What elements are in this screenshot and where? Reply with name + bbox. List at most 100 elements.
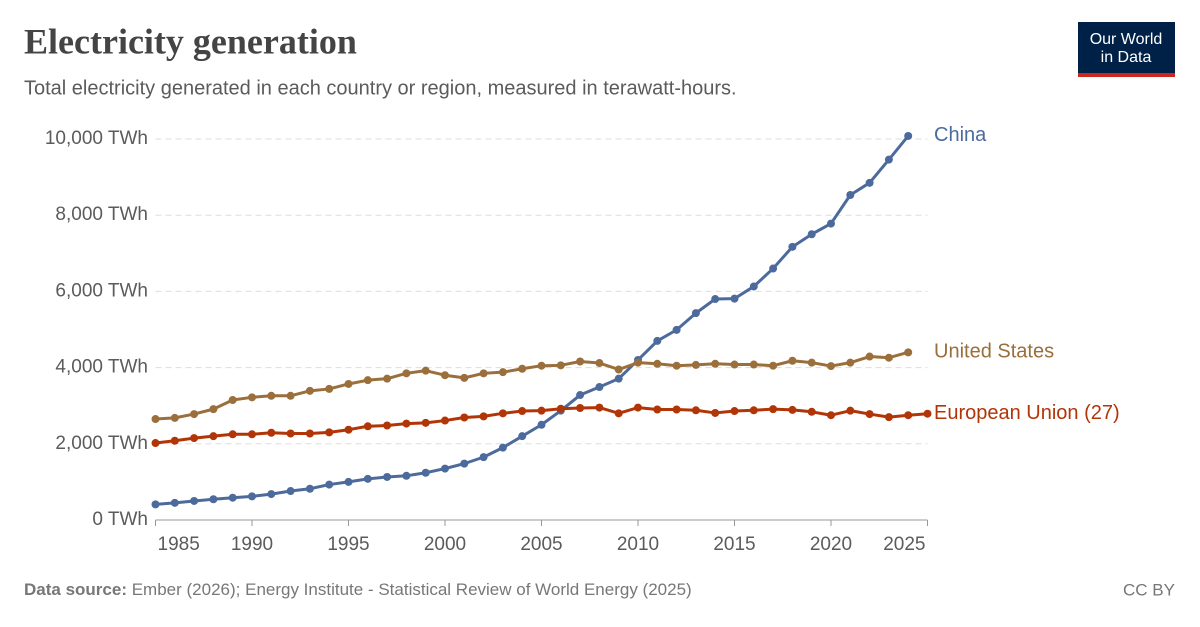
data-point — [209, 405, 218, 414]
data-point — [363, 474, 372, 483]
data-point — [634, 358, 642, 367]
data-point — [344, 425, 353, 434]
data-point — [228, 430, 237, 439]
data-point — [653, 336, 662, 345]
data-point — [653, 359, 662, 368]
data-point — [827, 411, 835, 420]
y-tick-label: 4,000 TWh — [55, 357, 148, 378]
data-point — [498, 443, 507, 452]
data-point — [441, 464, 449, 473]
data-point — [402, 369, 411, 378]
y-tick-label: 2,000 TWh — [55, 433, 148, 454]
data-point — [691, 406, 700, 415]
data-point — [479, 412, 488, 421]
data-point — [788, 405, 797, 414]
data-point — [518, 432, 527, 441]
data-point — [383, 472, 392, 481]
license: CC BY — [1123, 580, 1175, 599]
data-point — [267, 391, 276, 400]
data-point — [305, 484, 314, 493]
data-point — [170, 436, 179, 445]
x-tick-label: 1985 — [158, 534, 200, 555]
data-point — [363, 422, 372, 431]
data-point — [518, 364, 527, 373]
data-point — [769, 264, 778, 273]
data-point — [421, 366, 430, 375]
data-point — [151, 415, 160, 424]
x-tick-label: 2020 — [810, 534, 852, 555]
data-point — [730, 360, 739, 369]
data-point — [904, 348, 913, 357]
data-point — [228, 395, 237, 404]
series-line — [155, 350, 909, 421]
data-point — [807, 407, 816, 416]
data-point — [421, 418, 430, 427]
data-point — [460, 373, 469, 382]
data-point — [884, 413, 893, 422]
data-point — [749, 360, 758, 369]
data-point — [421, 468, 430, 477]
data-point — [402, 471, 411, 480]
data-point — [344, 379, 353, 388]
data-point — [827, 219, 835, 228]
data-point — [672, 325, 681, 334]
y-tick-label: 0 TWh — [92, 509, 148, 530]
series-label: European Union (27) — [934, 402, 1120, 424]
x-tick-label: 2000 — [424, 534, 466, 555]
chart-subtitle: Total electricity generated in each coun… — [24, 77, 737, 99]
data-point — [711, 359, 720, 368]
data-point — [537, 361, 546, 370]
series-label: China — [934, 124, 987, 146]
data-point — [383, 374, 392, 383]
data-point — [537, 406, 546, 415]
data-point — [190, 410, 199, 419]
y-tick-label: 6,000 TWh — [55, 280, 148, 301]
data-point — [286, 429, 295, 438]
data-point — [248, 393, 256, 402]
data-point — [846, 191, 855, 200]
data-point — [595, 383, 604, 392]
data-point — [846, 358, 855, 367]
data-point — [402, 419, 411, 428]
data-point — [518, 407, 527, 416]
data-point — [865, 178, 874, 187]
data-point — [807, 358, 816, 367]
data-point — [595, 403, 604, 412]
logo-text: Our World — [1090, 31, 1163, 48]
data-point — [769, 361, 778, 370]
data-point — [576, 357, 585, 366]
x-tick-label: 2015 — [713, 534, 755, 555]
data-point — [498, 409, 507, 418]
data-point — [556, 404, 565, 413]
x-tick-label: 2010 — [617, 534, 659, 555]
data-point — [209, 432, 218, 441]
data-point — [576, 391, 585, 400]
x-tick-label: 2005 — [520, 534, 562, 555]
data-point — [904, 131, 913, 140]
data-point — [556, 361, 565, 370]
data-point — [383, 421, 392, 430]
data-point — [769, 405, 778, 414]
y-tick-label: 10,000 TWh — [45, 128, 148, 149]
data-point — [209, 495, 218, 504]
data-point — [325, 480, 334, 489]
data-point — [865, 410, 874, 419]
data-point — [190, 434, 199, 443]
data-point — [479, 369, 488, 378]
data-point — [248, 430, 256, 439]
data-point — [498, 368, 507, 377]
data-point — [614, 374, 623, 383]
data-point — [614, 365, 623, 374]
series-line — [155, 135, 910, 506]
data-point — [827, 362, 835, 371]
data-point — [595, 359, 604, 368]
data-point — [653, 405, 662, 414]
data-point — [170, 413, 179, 422]
logo-box — [1078, 22, 1175, 73]
data-point — [537, 420, 546, 429]
data-point — [614, 409, 623, 418]
data-point — [846, 406, 855, 415]
series-label: United States — [934, 341, 1054, 363]
